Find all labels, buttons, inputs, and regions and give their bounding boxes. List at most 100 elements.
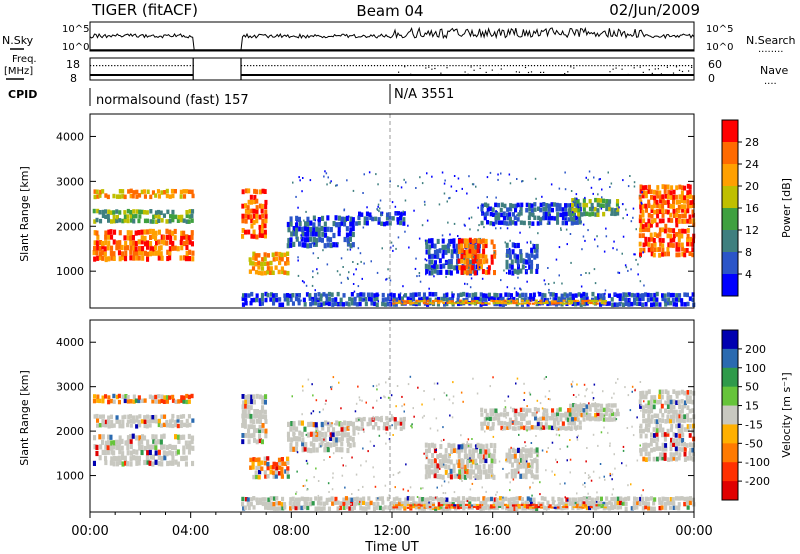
heatmap-cell	[254, 457, 258, 463]
heatmap-cell	[140, 189, 144, 195]
heatmap-cell	[644, 193, 648, 199]
heatmap-cell	[185, 423, 189, 428]
heatmap-point	[544, 395, 547, 398]
heatmap-cell	[664, 193, 668, 199]
heatmap-cell	[636, 292, 640, 298]
heatmap-cell	[255, 297, 259, 303]
heatmap-cell	[395, 297, 399, 302]
heatmap-cell	[137, 398, 141, 404]
heatmap-cell	[586, 416, 590, 421]
heatmap-cell	[647, 218, 651, 224]
heatmap-point	[546, 222, 549, 225]
nave-dot	[96, 65, 98, 67]
heatmap-cell	[396, 217, 400, 222]
heatmap-cell	[638, 501, 642, 507]
heatmap-cell	[441, 253, 445, 259]
heatmap-cell	[466, 473, 470, 479]
heatmap-cell	[275, 462, 279, 467]
nave-dot	[461, 65, 463, 67]
heatmap-cell	[462, 291, 466, 297]
heatmap-cell	[309, 301, 313, 307]
heatmap-cell	[134, 240, 138, 247]
heatmap-cell	[334, 441, 338, 447]
heatmap-cell	[650, 208, 654, 213]
heatmap-point	[553, 281, 555, 284]
heatmap-cell	[683, 501, 687, 507]
heatmap-cell	[180, 245, 184, 251]
heatmap-cell	[566, 203, 570, 208]
heatmap-point	[302, 485, 305, 487]
heatmap-cell	[689, 447, 693, 453]
heatmap-cell	[453, 265, 457, 271]
heatmap-cell	[647, 409, 651, 414]
heatmap-point	[447, 221, 449, 224]
heatmap-cell	[622, 302, 626, 307]
heatmap-cell	[647, 443, 651, 448]
heatmap-cell	[442, 500, 446, 505]
heatmap-cell	[602, 413, 606, 418]
heatmap-point	[380, 416, 382, 419]
heatmap-cell	[594, 296, 598, 301]
heatmap-point	[622, 217, 624, 220]
heatmap-cell	[381, 301, 385, 307]
heatmap-point	[474, 444, 477, 447]
heatmap-cell	[595, 302, 599, 305]
heatmap-point	[315, 433, 317, 435]
heatmap-point	[556, 461, 558, 464]
heatmap-cell	[126, 419, 130, 424]
velocity-colorbar-tick-label: 50	[745, 381, 759, 394]
heatmap-cell	[157, 418, 161, 424]
heatmap-cell	[408, 300, 412, 303]
heatmap-cell	[166, 460, 170, 467]
heatmap-point	[633, 181, 636, 184]
heatmap-point	[612, 247, 614, 250]
heatmap-cell	[171, 394, 175, 400]
heatmap-cell	[457, 449, 461, 455]
nave-dot	[582, 65, 584, 67]
heatmap-cell	[642, 190, 645, 196]
heatmap-cell	[250, 424, 254, 430]
heatmap-point	[595, 500, 598, 503]
heatmap-cell	[275, 465, 279, 471]
heatmap-cell	[648, 223, 651, 228]
heatmap-cell	[185, 250, 189, 257]
nave-dot	[627, 73, 629, 76]
heatmap-cell	[660, 500, 664, 506]
heatmap-cell	[576, 503, 580, 506]
heatmap-cell	[173, 444, 177, 451]
heatmap-cell	[328, 497, 332, 502]
heatmap-cell	[672, 399, 676, 404]
velocity-colorbar-swatch	[722, 405, 738, 425]
heatmap-cell	[249, 405, 253, 411]
heatmap-cell	[399, 417, 403, 422]
heatmap-cell	[99, 444, 103, 450]
heatmap-cell	[377, 217, 381, 222]
heatmap-point	[392, 249, 394, 252]
heatmap-cell	[349, 420, 353, 427]
heatmap-cell	[519, 253, 523, 259]
heatmap-point	[585, 389, 587, 392]
heatmap-cell	[652, 438, 656, 443]
heatmap-cell	[561, 220, 565, 226]
nsky-tick-top-left: 10^5	[62, 24, 89, 35]
heatmap-cell	[646, 497, 650, 502]
nave-dot	[549, 65, 551, 67]
nave-dot	[588, 65, 590, 67]
heatmap-cell	[343, 432, 347, 438]
heatmap-cell	[672, 208, 676, 214]
heatmap-point	[311, 242, 313, 245]
heatmap-point	[362, 428, 365, 431]
heatmap-cell	[314, 301, 318, 306]
heatmap-cell	[486, 203, 490, 208]
heatmap-cell	[359, 497, 363, 502]
heatmap-cell	[324, 442, 328, 449]
heatmap-cell	[266, 465, 270, 471]
nave-dot	[117, 65, 119, 67]
heatmap-cell	[132, 419, 136, 424]
heatmap-cell	[660, 403, 664, 409]
heatmap-cell	[650, 408, 654, 414]
heatmap-point	[314, 289, 316, 292]
heatmap-cell	[241, 404, 245, 410]
heatmap-cell	[588, 404, 592, 409]
